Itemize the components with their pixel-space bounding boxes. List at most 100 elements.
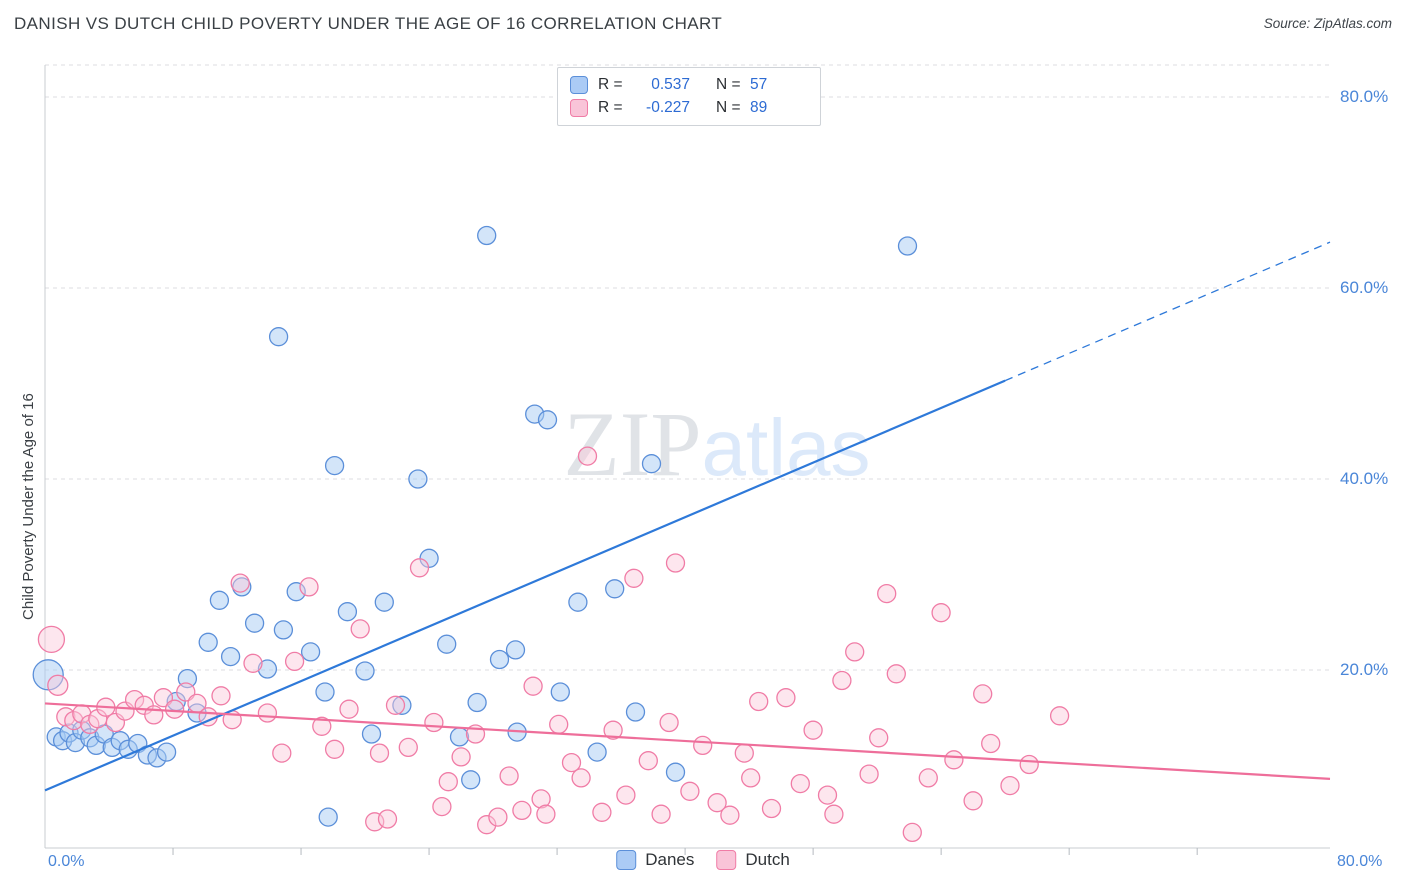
point-dutch[interactable] <box>981 733 1001 754</box>
point-dutch[interactable] <box>477 815 497 835</box>
point-dutch[interactable] <box>398 737 418 758</box>
point-danes[interactable] <box>665 762 686 782</box>
point-dutch[interactable] <box>243 653 263 673</box>
point-danes[interactable] <box>392 695 412 715</box>
point-dutch[interactable] <box>1000 775 1020 796</box>
point-dutch[interactable] <box>488 807 508 827</box>
point-dutch[interactable] <box>944 750 964 770</box>
point-dutch[interactable] <box>749 691 769 712</box>
point-dutch[interactable] <box>211 686 231 706</box>
point-danes[interactable] <box>437 634 457 654</box>
point-danes[interactable] <box>537 410 558 430</box>
point-danes[interactable] <box>220 646 241 667</box>
point-dutch[interactable] <box>438 772 458 792</box>
point-danes[interactable] <box>641 454 662 474</box>
point-dutch[interactable] <box>973 684 993 704</box>
point-danes[interactable] <box>568 592 588 612</box>
point-dutch[interactable] <box>536 804 556 824</box>
point-dutch[interactable] <box>512 800 532 821</box>
point-dutch[interactable] <box>776 688 796 708</box>
point-danes[interactable] <box>209 590 230 610</box>
point-danes[interactable] <box>324 455 345 476</box>
point-dutch[interactable] <box>886 664 906 684</box>
point-danes[interactable] <box>244 613 265 633</box>
legend-item-danes[interactable]: Danes <box>616 850 694 870</box>
point-dutch[interactable] <box>272 743 292 763</box>
point-dutch[interactable] <box>592 802 612 822</box>
point-dutch[interactable] <box>350 619 370 639</box>
point-danes[interactable] <box>461 770 481 790</box>
point-dutch[interactable] <box>963 791 983 811</box>
point-danes[interactable] <box>198 632 218 652</box>
point-dutch[interactable] <box>603 720 623 740</box>
point-danes[interactable] <box>550 682 570 702</box>
point-dutch[interactable] <box>624 568 644 588</box>
point-dutch[interactable] <box>902 822 922 843</box>
point-dutch[interactable] <box>1049 706 1070 726</box>
point-danes[interactable] <box>897 236 918 256</box>
point-dutch[interactable] <box>651 804 671 824</box>
point-dutch[interactable] <box>616 785 636 805</box>
point-dutch[interactable] <box>164 699 185 719</box>
point-dutch[interactable] <box>817 785 838 805</box>
point-danes[interactable] <box>505 640 526 660</box>
point-dutch[interactable] <box>284 651 305 672</box>
point-dutch[interactable] <box>230 573 250 593</box>
point-danes[interactable] <box>467 692 487 713</box>
point-danes[interactable] <box>286 582 306 602</box>
point-danes[interactable] <box>273 620 294 640</box>
point-dutch[interactable] <box>299 577 319 597</box>
point-dutch[interactable] <box>638 751 658 771</box>
point-dutch[interactable] <box>451 747 471 767</box>
point-dutch[interactable] <box>531 789 551 809</box>
point-dutch[interactable] <box>47 674 69 696</box>
point-dutch[interactable] <box>257 703 278 723</box>
point-dutch[interactable] <box>571 768 591 788</box>
point-dutch[interactable] <box>665 553 686 573</box>
point-dutch[interactable] <box>64 710 84 731</box>
point-dutch[interactable] <box>153 688 174 708</box>
point-dutch[interactable] <box>824 804 844 824</box>
point-dutch[interactable] <box>859 764 879 784</box>
point-danes[interactable] <box>489 649 510 670</box>
point-dutch[interactable] <box>577 446 598 466</box>
legend-item-dutch[interactable]: Dutch <box>716 850 790 870</box>
point-danes[interactable] <box>300 642 321 662</box>
point-danes[interactable] <box>449 727 470 747</box>
point-danes[interactable] <box>587 742 607 762</box>
point-dutch[interactable] <box>693 735 713 756</box>
point-dutch[interactable] <box>424 712 444 733</box>
point-dutch[interactable] <box>734 743 754 763</box>
point-dutch[interactable] <box>790 773 810 794</box>
point-dutch[interactable] <box>845 642 865 662</box>
point-danes[interactable] <box>408 469 428 489</box>
point-danes[interactable] <box>477 225 497 246</box>
point-dutch[interactable] <box>369 743 390 763</box>
point-dutch[interactable] <box>720 805 740 825</box>
point-dutch[interactable] <box>523 676 543 696</box>
point-dutch[interactable] <box>385 695 406 715</box>
point-danes[interactable] <box>625 702 646 722</box>
point-danes[interactable] <box>361 724 382 744</box>
point-dutch[interactable] <box>761 798 782 819</box>
point-dutch[interactable] <box>432 796 452 817</box>
point-danes[interactable] <box>257 659 278 679</box>
point-dutch[interactable] <box>931 603 951 623</box>
point-dutch[interactable] <box>680 781 700 801</box>
point-dutch[interactable] <box>1019 754 1039 775</box>
point-danes[interactable] <box>355 661 375 681</box>
point-dutch[interactable] <box>549 714 569 735</box>
point-dutch[interactable] <box>869 728 889 748</box>
point-dutch[interactable] <box>707 793 727 813</box>
point-dutch[interactable] <box>339 699 359 719</box>
point-dutch[interactable] <box>918 768 938 788</box>
point-danes[interactable] <box>315 682 335 702</box>
point-danes[interactable] <box>156 742 177 762</box>
point-dutch[interactable] <box>803 720 823 740</box>
point-danes[interactable] <box>268 327 289 347</box>
point-dutch[interactable] <box>659 712 679 733</box>
point-dutch[interactable] <box>741 768 761 788</box>
point-danes[interactable] <box>605 579 625 599</box>
point-danes[interactable] <box>318 807 338 827</box>
point-dutch[interactable] <box>409 558 430 578</box>
